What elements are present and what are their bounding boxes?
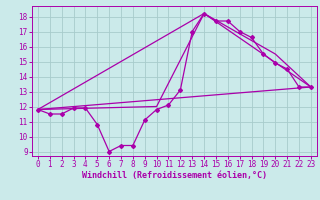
X-axis label: Windchill (Refroidissement éolien,°C): Windchill (Refroidissement éolien,°C)	[82, 171, 267, 180]
